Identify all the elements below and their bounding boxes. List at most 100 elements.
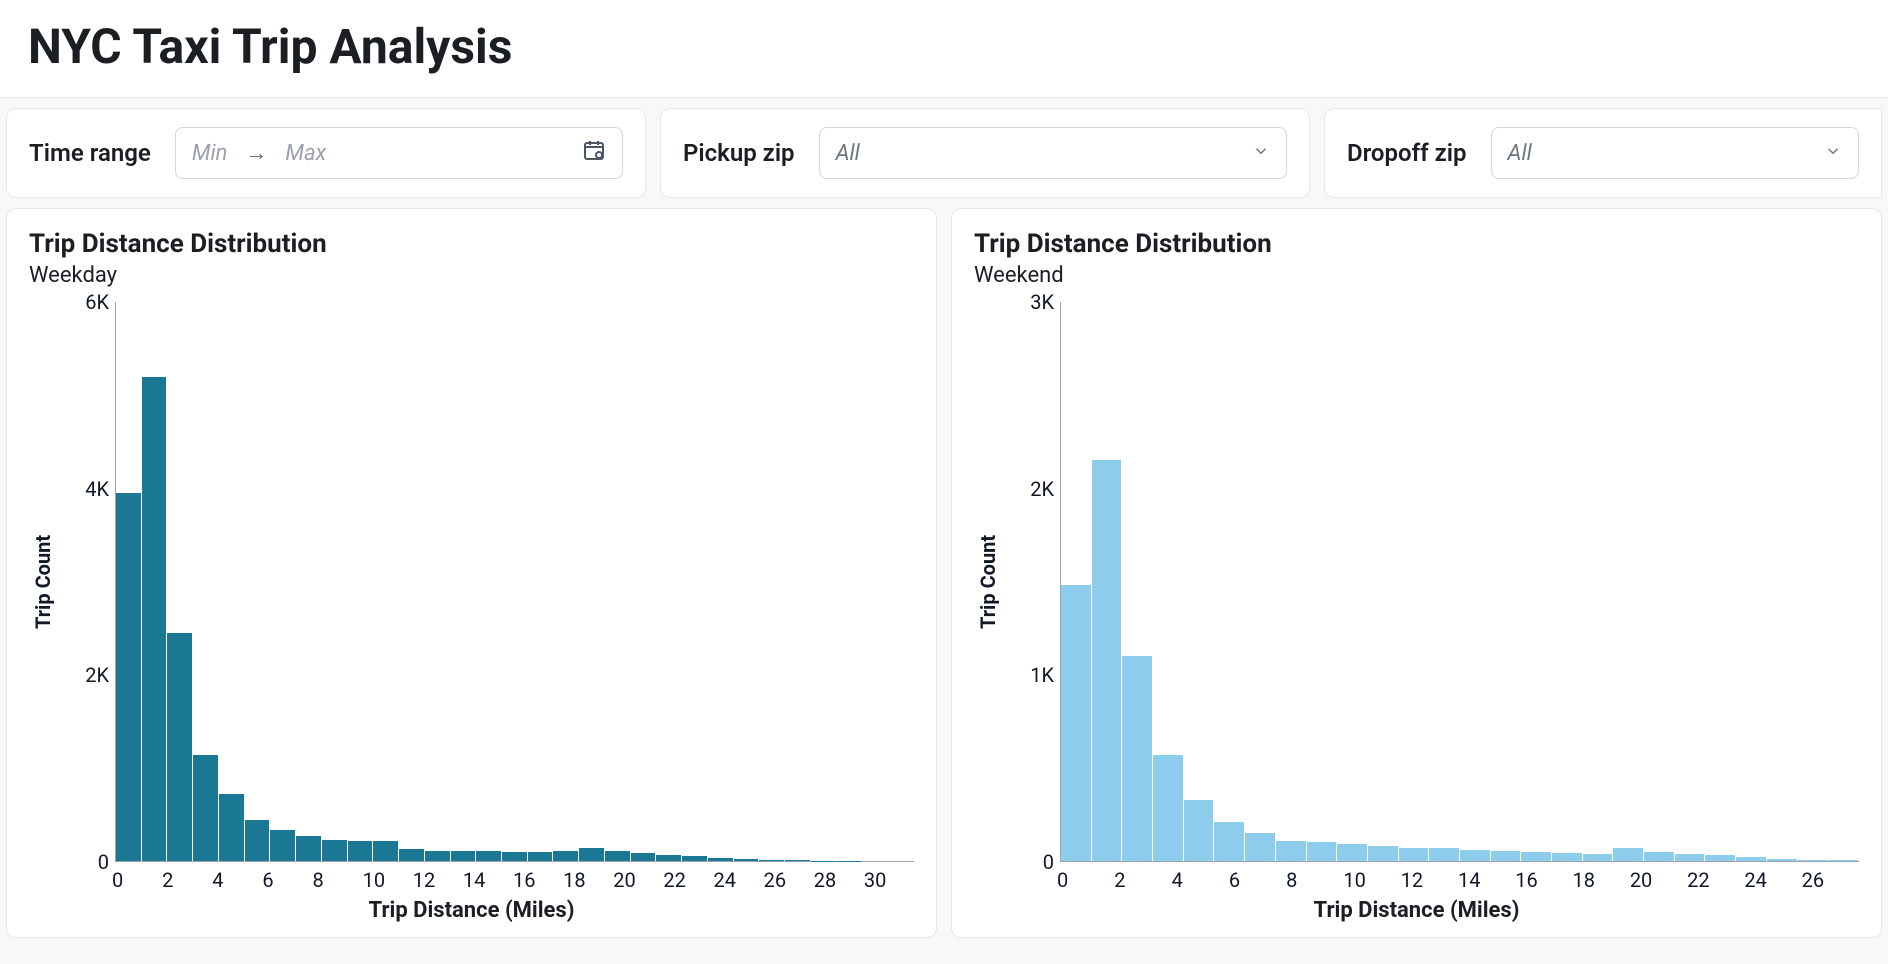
- x-tick: 8: [313, 868, 363, 892]
- histogram-bar: [451, 851, 476, 861]
- chart-weekend-ylabel: Trip Count: [974, 302, 1002, 862]
- x-tick: 16: [513, 868, 563, 892]
- histogram-bar: [1276, 841, 1306, 861]
- y-tick: 2K: [1030, 477, 1054, 501]
- time-range-max: Max: [285, 141, 326, 166]
- time-range-label: Time range: [29, 139, 151, 167]
- histogram-bar: [116, 493, 141, 861]
- histogram-bar: [167, 633, 192, 861]
- chart-weekday-title: Trip Distance Distribution: [29, 229, 914, 259]
- histogram-bar: [1245, 833, 1275, 861]
- histogram-bar: [1460, 850, 1490, 861]
- x-tick: 30: [864, 868, 914, 892]
- x-tick: 22: [1687, 868, 1744, 892]
- x-tick: 14: [1458, 868, 1515, 892]
- x-tick: 18: [1573, 868, 1630, 892]
- chart-weekend-yaxis: 01K2K3K: [1002, 302, 1060, 862]
- histogram-bar: [1798, 860, 1828, 861]
- histogram-bar: [1736, 857, 1766, 861]
- chart-weekday-plot: [115, 302, 914, 862]
- histogram-bar: [1491, 851, 1521, 861]
- y-tick: 2K: [85, 663, 109, 687]
- chart-weekday-xaxis: 024681012141618202224262830: [112, 868, 914, 892]
- x-tick: 20: [613, 868, 663, 892]
- dropoff-zip-select[interactable]: All: [1491, 127, 1859, 179]
- histogram-bar: [759, 860, 784, 861]
- x-tick: 18: [563, 868, 613, 892]
- time-range-min: Min: [192, 141, 228, 166]
- page-title: NYC Taxi Trip Analysis: [0, 0, 1888, 98]
- histogram-bar: [1583, 854, 1613, 861]
- chart-weekday-card: Trip Distance Distribution Weekday Trip …: [6, 208, 937, 938]
- y-tick: 0: [1043, 850, 1054, 874]
- histogram-bar: [348, 841, 373, 861]
- x-tick: 14: [463, 868, 513, 892]
- x-tick: 4: [212, 868, 262, 892]
- histogram-bar: [631, 853, 656, 861]
- chart-weekend-title: Trip Distance Distribution: [974, 229, 1859, 259]
- x-tick: 22: [663, 868, 713, 892]
- histogram-bar: [476, 851, 501, 861]
- histogram-bar: [1153, 755, 1183, 861]
- histogram-bar: [1552, 853, 1582, 861]
- histogram-bar: [425, 851, 450, 861]
- histogram-bar: [1307, 842, 1337, 861]
- chart-weekday-ylabel: Trip Count: [29, 302, 57, 862]
- chart-weekday-yaxis: 02K4K6K: [57, 302, 115, 862]
- pickup-zip-value: All: [836, 141, 860, 166]
- y-tick: 1K: [1030, 663, 1054, 687]
- chevron-down-icon: [1824, 141, 1842, 166]
- histogram-bar: [373, 841, 398, 861]
- histogram-bar: [502, 852, 527, 861]
- histogram-bar: [1184, 800, 1214, 861]
- histogram-bar: [1705, 855, 1735, 861]
- histogram-bar: [1613, 848, 1643, 861]
- pickup-zip-select[interactable]: All: [819, 127, 1287, 179]
- histogram-bar: [1429, 848, 1459, 861]
- x-tick: 20: [1630, 868, 1687, 892]
- histogram-bar: [399, 849, 424, 861]
- x-tick: 12: [413, 868, 463, 892]
- histogram-bar: [1214, 822, 1244, 861]
- chevron-down-icon: [1252, 141, 1270, 166]
- x-tick: 10: [1343, 868, 1400, 892]
- histogram-bar: [1767, 859, 1797, 861]
- x-tick: 12: [1401, 868, 1458, 892]
- dropoff-zip-label: Dropoff zip: [1347, 139, 1467, 167]
- histogram-bar: [1399, 848, 1429, 861]
- filter-bar: Time range Min → Max Pickup zip All: [0, 98, 1888, 208]
- x-tick: 6: [262, 868, 312, 892]
- x-tick: 10: [363, 868, 413, 892]
- x-tick: 28: [814, 868, 864, 892]
- y-tick: 3K: [1030, 290, 1054, 314]
- chart-weekend-plot: [1060, 302, 1859, 862]
- chart-weekday-xlabel: Trip Distance (Miles): [29, 898, 914, 923]
- x-tick: 0: [1057, 868, 1114, 892]
- histogram-bar: [656, 855, 681, 861]
- x-tick: 26: [764, 868, 814, 892]
- histogram-bar: [1061, 585, 1091, 861]
- histogram-bar: [785, 860, 810, 861]
- x-tick: 2: [162, 868, 212, 892]
- y-tick: 6K: [85, 290, 109, 314]
- charts-row: Trip Distance Distribution Weekday Trip …: [0, 208, 1888, 948]
- histogram-bar: [1337, 844, 1367, 861]
- histogram-bar: [682, 856, 707, 861]
- histogram-bar: [553, 851, 578, 861]
- arrow-right-icon: →: [245, 140, 267, 166]
- time-range-input[interactable]: Min → Max: [175, 127, 623, 179]
- x-tick: 4: [1172, 868, 1229, 892]
- histogram-bar: [1122, 656, 1152, 861]
- calendar-icon[interactable]: [582, 138, 606, 168]
- y-tick: 0: [98, 850, 109, 874]
- filter-time-range: Time range Min → Max: [6, 108, 646, 198]
- histogram-bar: [322, 840, 347, 861]
- histogram-bar: [193, 755, 218, 861]
- histogram-bar: [528, 852, 553, 861]
- filter-dropoff-zip: Dropoff zip All: [1324, 108, 1882, 198]
- histogram-bar: [142, 377, 167, 861]
- x-tick: 6: [1229, 868, 1286, 892]
- chart-weekend-xaxis: 02468101214161820222426: [1057, 868, 1859, 892]
- histogram-bar: [296, 836, 321, 861]
- x-tick: 0: [112, 868, 162, 892]
